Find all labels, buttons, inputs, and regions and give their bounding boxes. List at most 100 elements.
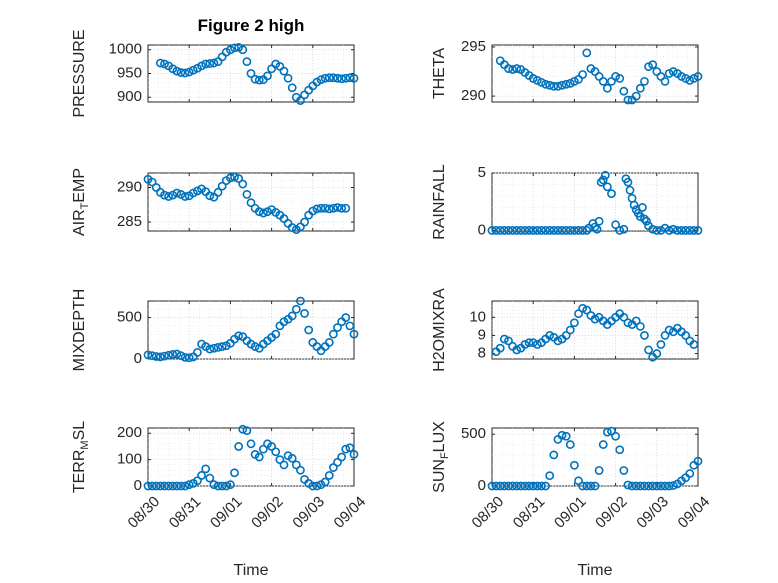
data-point bbox=[230, 43, 239, 53]
data-point bbox=[631, 481, 641, 491]
data-point bbox=[685, 469, 695, 478]
data-point bbox=[246, 69, 256, 78]
data-point bbox=[495, 481, 505, 491]
data-point bbox=[328, 329, 338, 339]
data-point bbox=[652, 226, 662, 235]
data-point bbox=[524, 481, 534, 491]
data-point bbox=[271, 447, 281, 457]
data-point bbox=[689, 340, 699, 349]
data-point bbox=[565, 226, 575, 235]
subplot-mixdepth: 0 500 MIXDEPTH bbox=[71, 289, 359, 372]
subplot-h2omixra: 8 910 H2OMIXRA bbox=[431, 288, 699, 372]
data-point bbox=[504, 226, 513, 235]
data-point bbox=[640, 76, 649, 86]
data-point bbox=[693, 226, 703, 235]
y-axis-label-main: TERR bbox=[71, 450, 88, 494]
data-point bbox=[504, 481, 513, 491]
data-point bbox=[324, 338, 334, 347]
data-point bbox=[151, 352, 161, 361]
data-point bbox=[180, 68, 190, 78]
data-point bbox=[553, 336, 563, 346]
data-point bbox=[180, 352, 190, 362]
data-point bbox=[291, 460, 301, 470]
data-point bbox=[504, 64, 513, 73]
data-point bbox=[516, 481, 526, 491]
y-tick-label: 500 bbox=[461, 425, 486, 442]
data-point bbox=[565, 440, 575, 449]
data-point bbox=[629, 200, 639, 210]
data-point bbox=[341, 444, 351, 454]
data-point bbox=[693, 72, 703, 81]
data-point bbox=[631, 316, 641, 326]
data-point bbox=[602, 427, 612, 437]
data-point bbox=[345, 443, 355, 453]
y-axis-label: TERRMSL bbox=[71, 421, 91, 493]
y-axis-label-main: AIR bbox=[71, 209, 88, 236]
data-point bbox=[508, 481, 517, 491]
data-point bbox=[160, 481, 169, 491]
y-axis-label: AIRTEMP bbox=[71, 168, 91, 236]
y-tick-label: 500 bbox=[117, 309, 142, 326]
data-point bbox=[242, 190, 252, 199]
data-point bbox=[197, 471, 206, 480]
data-point bbox=[205, 59, 215, 68]
data-point bbox=[491, 226, 501, 235]
data-point bbox=[635, 321, 645, 331]
data-point bbox=[225, 173, 235, 183]
data-point bbox=[561, 431, 571, 441]
data-point bbox=[652, 349, 662, 358]
data-point bbox=[648, 60, 658, 70]
data-point bbox=[283, 73, 293, 83]
data-point bbox=[578, 481, 588, 491]
data-point bbox=[279, 460, 289, 470]
data-point bbox=[180, 192, 190, 201]
data-point bbox=[168, 481, 178, 491]
data-point bbox=[230, 468, 239, 478]
data-point bbox=[668, 224, 678, 234]
y-tick-label: 8 bbox=[478, 345, 486, 362]
data-point bbox=[549, 450, 559, 460]
data-point bbox=[147, 481, 157, 491]
data-point bbox=[664, 69, 674, 78]
y-tick-label: 0 bbox=[134, 350, 142, 367]
data-point bbox=[582, 305, 592, 315]
data-point bbox=[524, 226, 534, 235]
data-point bbox=[642, 216, 651, 226]
y-axis-label-main: SUN bbox=[431, 459, 448, 493]
data-point bbox=[578, 303, 588, 313]
data-point bbox=[565, 78, 575, 88]
y-tick-label: 950 bbox=[117, 64, 142, 81]
y-axis-label-subscript: M bbox=[79, 440, 91, 449]
data-point bbox=[685, 75, 695, 85]
data-point bbox=[602, 182, 612, 192]
data-point bbox=[225, 480, 235, 490]
data-point bbox=[147, 351, 157, 361]
data-point bbox=[619, 86, 629, 96]
data-point bbox=[213, 342, 223, 352]
data-point bbox=[205, 191, 215, 201]
data-point bbox=[209, 343, 219, 353]
data-point bbox=[296, 96, 305, 105]
data-point bbox=[337, 203, 347, 213]
data-point bbox=[619, 312, 629, 322]
y-tick-label: 0 bbox=[478, 477, 486, 494]
data-point bbox=[160, 59, 169, 69]
data-point bbox=[213, 187, 223, 197]
data-point bbox=[487, 226, 497, 235]
data-point bbox=[209, 58, 219, 68]
data-point bbox=[333, 73, 342, 83]
data-point bbox=[664, 325, 674, 335]
data-point bbox=[570, 318, 579, 328]
data-point bbox=[193, 347, 202, 357]
data-point bbox=[656, 340, 666, 349]
y-axis-label: MIXDEPTH bbox=[71, 289, 88, 372]
data-point bbox=[664, 481, 674, 491]
data-point bbox=[246, 198, 256, 208]
data-point bbox=[611, 220, 620, 230]
data-point bbox=[615, 445, 625, 455]
y-tick-label: 285 bbox=[117, 213, 142, 230]
data-point bbox=[635, 481, 645, 491]
data-point bbox=[640, 331, 649, 340]
data-point bbox=[296, 296, 305, 306]
data-point bbox=[238, 424, 248, 434]
